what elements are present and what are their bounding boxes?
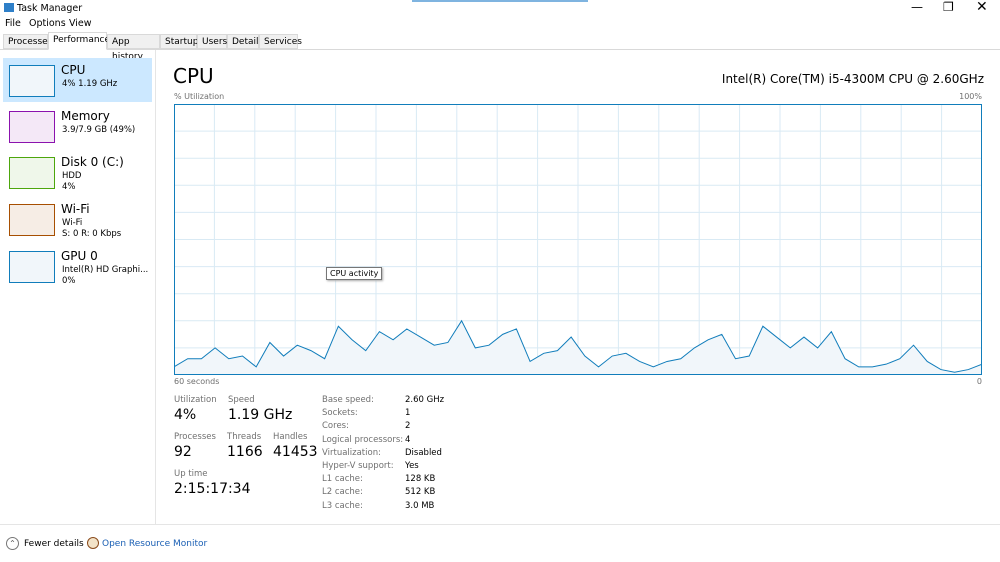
detail-value: Yes bbox=[405, 461, 419, 471]
detail-value: 1 bbox=[405, 408, 411, 419]
tooltip: CPU activity bbox=[326, 267, 383, 280]
stat-label: Utilization bbox=[174, 395, 217, 405]
stat-label: Up time bbox=[174, 469, 208, 479]
stat-value: 41453 bbox=[273, 444, 318, 460]
footer-divider bbox=[0, 524, 1000, 525]
y-max-label: 100% bbox=[959, 92, 982, 101]
graph-border bbox=[174, 104, 982, 375]
resource-detail: HDD bbox=[62, 171, 82, 181]
minimize-button[interactable]: — bbox=[911, 0, 923, 14]
detail-label: Base speed: bbox=[322, 395, 374, 405]
detail-label: Cores: bbox=[322, 421, 349, 432]
detail-label: Virtualization: bbox=[322, 447, 381, 458]
stat-value: 4% bbox=[174, 407, 197, 423]
drag-indicator bbox=[412, 0, 588, 2]
stat-label: Speed bbox=[228, 395, 255, 405]
detail-value: 2 bbox=[405, 421, 411, 432]
resource-detail: 3.9/7.9 GB (49%) bbox=[62, 125, 136, 135]
resource-detail: 0% bbox=[62, 276, 76, 286]
window-title: Task Manager bbox=[17, 3, 83, 14]
tab[interactable]: Performance bbox=[48, 32, 110, 50]
detail-label: L2 cache: bbox=[322, 487, 363, 498]
detail-label: L1 cache: bbox=[322, 474, 363, 485]
cpu-graph bbox=[174, 104, 982, 375]
resource-detail: S: 0 R: 0 Kbps bbox=[62, 229, 122, 239]
stat-value: 1166 bbox=[227, 444, 263, 460]
thumbnail bbox=[9, 204, 55, 236]
detail-value: 128 KB bbox=[405, 474, 436, 485]
resource-name[interactable]: Wi-Fi bbox=[61, 202, 90, 216]
menu-item[interactable]: File bbox=[5, 18, 21, 29]
x-end-label: 0 bbox=[976, 377, 982, 386]
detail-value: 512 KB bbox=[405, 487, 436, 498]
resource-detail: 4% bbox=[62, 182, 76, 192]
stat-value: 92 bbox=[174, 444, 192, 460]
stat-label: Threads bbox=[227, 432, 262, 442]
tab[interactable]: Processes bbox=[3, 34, 52, 49]
resource-detail: Intel(R) HD Graphi... bbox=[62, 265, 149, 275]
thumbnail bbox=[9, 111, 55, 143]
resource-name[interactable]: Memory bbox=[61, 109, 110, 123]
section-title: CPU bbox=[173, 64, 214, 88]
menu-item[interactable]: Options bbox=[29, 18, 66, 29]
detail-value: 2.60 GHz bbox=[405, 395, 445, 405]
stat-label: Handles bbox=[273, 432, 308, 442]
stat-value: 1.19 GHz bbox=[228, 407, 293, 423]
tab[interactable]: Startup bbox=[160, 34, 198, 49]
sidebar-divider bbox=[155, 50, 156, 524]
stat-value: 2:15:17:34 bbox=[174, 481, 251, 497]
resource-monitor-link[interactable]: Open Resource Monitor bbox=[102, 539, 208, 549]
detail-value: 3.0 MB bbox=[405, 500, 435, 511]
thumbnail bbox=[9, 251, 55, 283]
tab-divider bbox=[0, 49, 1000, 50]
detail-value: 4 bbox=[405, 434, 411, 445]
area-fill bbox=[174, 320, 982, 375]
resource-name[interactable]: Disk 0 (C:) bbox=[61, 155, 124, 169]
detail-label: Sockets: bbox=[322, 408, 358, 419]
resource-name[interactable]: CPU bbox=[61, 63, 86, 77]
maximize-button[interactable]: ❐ bbox=[943, 0, 954, 14]
cpu-line bbox=[174, 319, 982, 373]
fewer-details[interactable]: Fewer details bbox=[24, 539, 84, 549]
fewer-details-icon[interactable]: ⌃ bbox=[6, 537, 19, 550]
detail-value: Disabled bbox=[405, 447, 442, 458]
thumbnail bbox=[9, 65, 55, 97]
detail-label: Logical processors: bbox=[322, 434, 404, 445]
thumbnail bbox=[9, 157, 55, 189]
cpu-model: Intel(R) Core(TM) i5-4300M CPU @ 2.60GHz bbox=[721, 72, 984, 86]
tab[interactable]: App history bbox=[107, 34, 160, 62]
menu-item[interactable]: View bbox=[69, 18, 92, 29]
close-button[interactable]: ✕ bbox=[976, 0, 988, 15]
tab[interactable]: Services bbox=[259, 34, 302, 49]
resource-name[interactable]: GPU 0 bbox=[61, 249, 98, 263]
y-axis-label: % Utilization bbox=[174, 92, 225, 101]
detail-label: L3 cache: bbox=[322, 500, 363, 511]
detail-label: Hyper-V support: bbox=[322, 461, 394, 471]
app-icon bbox=[4, 3, 14, 12]
x-start-label: 60 seconds bbox=[174, 377, 220, 386]
tab[interactable]: Users bbox=[197, 34, 227, 49]
stat-label: Processes bbox=[174, 432, 216, 442]
resource-detail: Wi-Fi bbox=[62, 218, 83, 228]
resource-detail: 4% 1.19 GHz bbox=[62, 79, 118, 89]
tab[interactable]: Details bbox=[227, 34, 263, 49]
resource-monitor-icon bbox=[87, 537, 99, 549]
